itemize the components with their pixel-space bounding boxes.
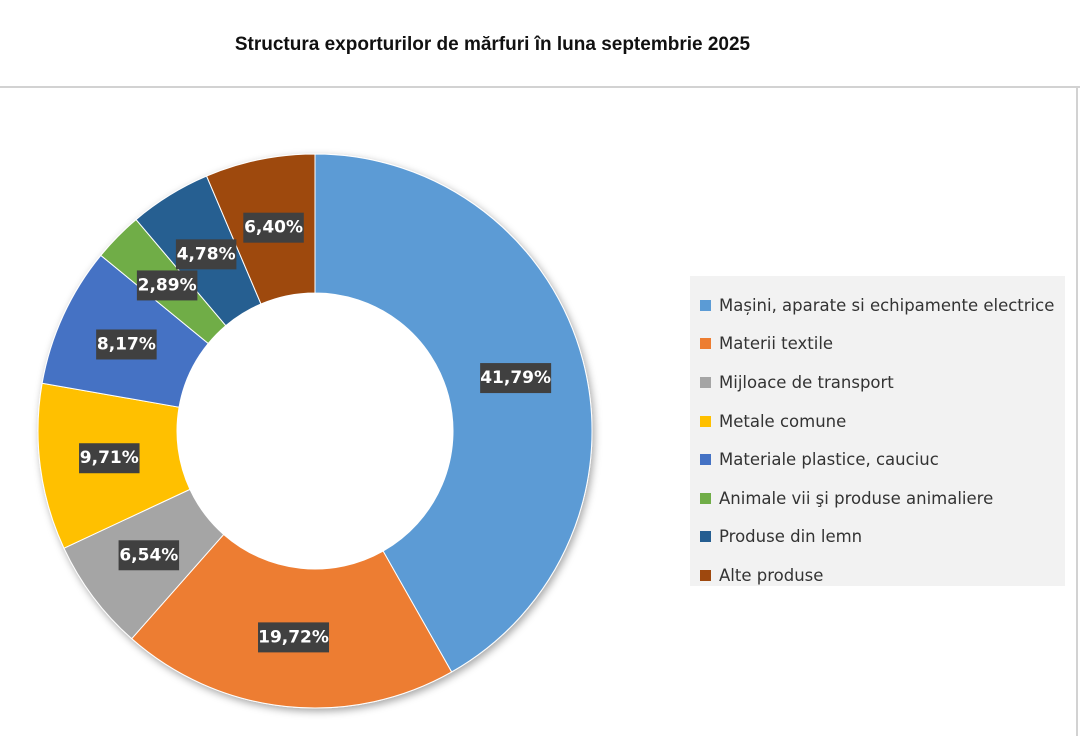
- slice-data-label-bg: [480, 363, 552, 394]
- legend-item: Materiale plastice, cauciuc: [690, 440, 1065, 479]
- legend-label: Mijloace de transport: [719, 372, 894, 392]
- legend-item: Metale comune: [690, 402, 1065, 441]
- legend-item: Materii textile: [690, 325, 1065, 364]
- slice-data-label-text: 4,78%: [177, 244, 236, 264]
- legend-label: Alte produse: [719, 565, 824, 585]
- legend-label: Mașini, aparate si echipamente electrice: [719, 295, 1055, 315]
- legend-swatch: [700, 492, 711, 504]
- legend-label: Metale comune: [719, 411, 847, 431]
- slice-data-label: 4,78%: [175, 239, 237, 270]
- donut-chart: 41,79% 19,72% 6,54% 9,71% 8,17% 2,89% 4,78% 6,4…: [37, 153, 593, 709]
- legend-item: Produse din lemn: [690, 518, 1065, 557]
- legend-swatch: [700, 338, 711, 350]
- legend-label: Materiale plastice, cauciuc: [719, 450, 939, 470]
- slice-data-label: 2,89%: [136, 270, 198, 301]
- donut-hole: [177, 293, 453, 569]
- slice-data-label-bg: [136, 270, 198, 301]
- legend-swatch: [700, 454, 711, 466]
- slice-data-label-bg: [79, 443, 140, 474]
- slice-data-label-text: 2,89%: [138, 275, 197, 295]
- slice-data-label-text: 8,17%: [97, 334, 156, 354]
- slice-data-label-bg: [118, 540, 180, 571]
- slice-data-label-bg: [96, 329, 157, 360]
- legend-label: Materii textile: [719, 334, 834, 354]
- legend-swatch: [700, 376, 711, 388]
- slice-data-label-text: 9,71%: [80, 448, 139, 468]
- slice-data-label: 41,79%: [480, 363, 552, 394]
- legend-label: Animale vii şi produse animaliere: [719, 488, 994, 508]
- legend-label: Produse din lemn: [719, 527, 863, 547]
- chart-title: Structura exporturilor de mărfuri în lun…: [234, 34, 751, 55]
- legend-item: Alte produse: [690, 556, 1065, 595]
- slice-data-label-text: 6,54%: [119, 545, 178, 565]
- legend-swatch: [700, 415, 711, 427]
- slice-data-label: 19,72%: [258, 622, 330, 653]
- legend-item: Mijloace de transport: [690, 363, 1065, 402]
- slice-data-label: 6,40%: [243, 212, 304, 243]
- legend-swatch: [700, 531, 711, 543]
- legend-item: Mașini, aparate si echipamente electrice: [690, 286, 1065, 325]
- chart-frame: [0, 86, 1080, 736]
- slice-data-label-text: 6,40%: [244, 218, 303, 238]
- slice-data-label-text: 41,79%: [480, 368, 551, 388]
- slice-data-label-bg: [243, 212, 304, 243]
- legend-item: Animale vii şi produse animaliere: [690, 479, 1065, 518]
- legend-swatch: [700, 299, 711, 311]
- chart-legend: Mașini, aparate si echipamente electrice…: [690, 276, 1065, 586]
- slice-data-label-bg: [175, 239, 237, 270]
- slice-data-label: 9,71%: [79, 443, 140, 474]
- slice-data-label-bg: [258, 622, 330, 653]
- slice-data-label: 6,54%: [118, 540, 180, 571]
- slice-data-label: 8,17%: [96, 329, 157, 360]
- slice-data-label-text: 19,72%: [258, 627, 329, 647]
- legend-swatch: [700, 569, 711, 581]
